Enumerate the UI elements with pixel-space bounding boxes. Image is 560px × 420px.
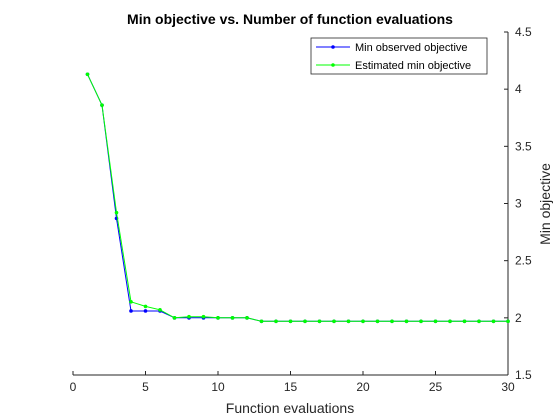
data-point-estimated-min [404, 319, 409, 324]
y-tick-label: 3 [515, 197, 522, 211]
y-tick-label: 2 [515, 311, 522, 325]
data-point-estimated-min [288, 319, 293, 324]
data-point-estimated-min [346, 319, 351, 324]
data-point-estimated-min [100, 103, 104, 107]
data-point-estimated-min [477, 319, 481, 324]
y-axis-label: Min objective [537, 163, 553, 245]
x-tick-label: 25 [429, 380, 443, 394]
data-point-estimated-min [187, 314, 191, 319]
data-point-estimated-min [462, 319, 467, 324]
legend-label-min-observed: Min observed objective [355, 42, 468, 54]
data-point-estimated-min [274, 319, 278, 324]
series-layer [85, 72, 510, 324]
legend-label-estimated-min: Estimated min objective [355, 60, 471, 72]
chart-title: Min objective vs. Number of function eva… [127, 11, 453, 27]
data-point-estimated-min [230, 316, 235, 320]
data-point-estimated-min [216, 316, 220, 320]
data-point-estimated-min [201, 314, 206, 319]
data-point-estimated-min [390, 319, 394, 324]
x-tick-label: 20 [356, 380, 370, 394]
data-point-estimated-min [375, 319, 380, 324]
x-tick-label: 30 [501, 380, 515, 394]
y-ticks: 1.5 2 2.5 3 3.5 4 4.5 [504, 25, 532, 382]
x-tick-label: 10 [211, 380, 225, 394]
data-point-estimated-min [332, 319, 336, 324]
data-point-estimated-min [506, 319, 510, 324]
legend: Min observed objective Estimated min obj… [310, 37, 488, 75]
data-point-estimated-min [158, 308, 162, 312]
data-point-estimated-min [433, 319, 438, 324]
data-point-estimated-min [491, 319, 496, 324]
data-point-estimated-min [317, 319, 322, 324]
y-tick-label: 1.5 [515, 368, 532, 382]
x-tick-label: 5 [142, 380, 149, 394]
data-point-estimated-min [361, 319, 365, 324]
legend-box [310, 37, 488, 75]
y-tick-label: 2.5 [515, 254, 532, 268]
legend-marker-estimated-min [331, 63, 335, 67]
data-point-estimated-min [114, 210, 119, 215]
y-tick-label: 4.5 [515, 25, 532, 39]
data-point-estimated-min [419, 319, 423, 324]
legend-marker-min-observed [331, 45, 335, 49]
x-axis-label: Function evaluations [226, 400, 354, 416]
series-line-estimated-min [87, 74, 508, 322]
x-tick-label: 0 [70, 380, 77, 394]
y-tick-label: 4 [515, 82, 522, 96]
x-tick-label: 15 [284, 380, 298, 394]
data-point-estimated-min [172, 316, 177, 320]
data-point-estimated-min [259, 319, 264, 324]
y-tick-label: 3.5 [515, 139, 532, 153]
data-point-estimated-min [448, 319, 452, 324]
data-point-estimated-min [143, 304, 148, 309]
x-ticks: 0 5 10 15 20 25 30 [70, 371, 515, 394]
data-point-estimated-min [303, 319, 307, 324]
data-point-min-observed [129, 309, 133, 313]
data-point-estimated-min [129, 300, 133, 304]
data-point-min-observed [143, 309, 148, 313]
data-point-estimated-min [85, 72, 90, 77]
data-point-estimated-min [245, 316, 249, 320]
